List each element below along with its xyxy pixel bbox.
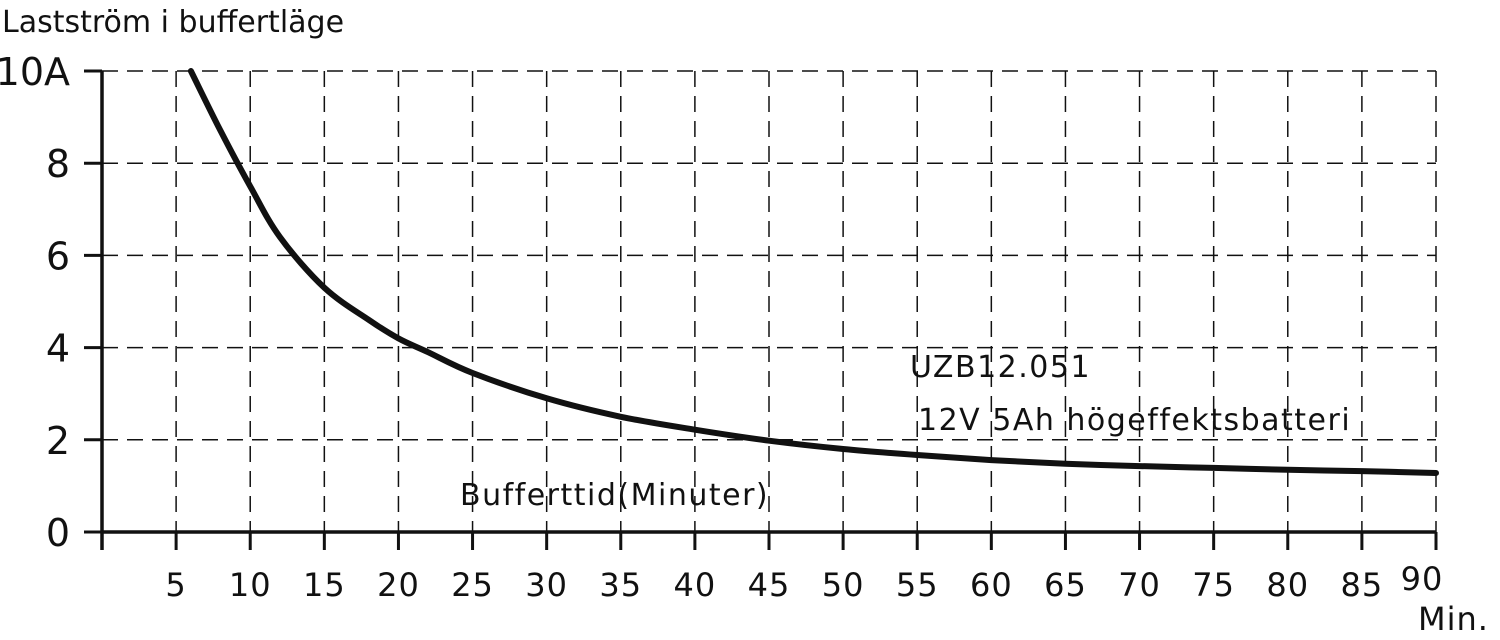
- x-tick-label-16: 85: [1341, 566, 1384, 604]
- x-tick-label-5: 30: [525, 566, 568, 604]
- annotation-buffer-time: Bufferttid(Minuter): [460, 478, 769, 513]
- x-tick-label-13: 70: [1118, 566, 1161, 604]
- y-tick-label-4: 8: [46, 142, 70, 186]
- y-tick-label-1: 2: [46, 419, 70, 463]
- x-tick-label-7: 40: [674, 566, 717, 604]
- x-tick-label-2: 15: [303, 566, 346, 604]
- grid-lines: [102, 70, 1437, 532]
- x-tick-label-6: 35: [599, 566, 642, 604]
- x-tick-label-11: 60: [970, 566, 1013, 604]
- x-tick-label-14: 75: [1192, 566, 1235, 604]
- series-line: [187, 68, 1439, 476]
- x-tick-label-8: 45: [748, 566, 791, 604]
- x-tick-label-4: 25: [451, 566, 494, 604]
- annotation-battery: 12V 5Ah högeffektsbatteri: [918, 403, 1351, 438]
- x-tick-label-9: 50: [822, 566, 865, 604]
- annotation-model: UZB12.051: [910, 350, 1091, 385]
- x-tick-label-15: 80: [1266, 566, 1309, 604]
- y-tick-label-3: 6: [46, 234, 70, 278]
- x-tick-label-12: 65: [1044, 566, 1087, 604]
- y-tick-label-0: 0: [46, 511, 70, 555]
- y-tick-label-5: 10A: [0, 50, 70, 94]
- x-tick-label-0: 5: [165, 566, 186, 604]
- y-tick-label-2: 4: [46, 327, 70, 371]
- y-axis-title: Lastström i buffertläge: [2, 5, 344, 40]
- x-tick-label-10: 55: [896, 566, 939, 604]
- x-tick-label-3: 20: [377, 566, 420, 604]
- ticks: [84, 69, 1438, 550]
- x-tick-label-17: 90: [1401, 560, 1444, 598]
- x-axis-title: Min.: [1418, 600, 1489, 638]
- tick-labels: 5 10 15 20 25 30 35 40 45 50 55 60 65 70 75 80 85 90 0 2 4 6 8…: [0, 50, 1444, 604]
- x-tick-label-1: 10: [229, 566, 272, 604]
